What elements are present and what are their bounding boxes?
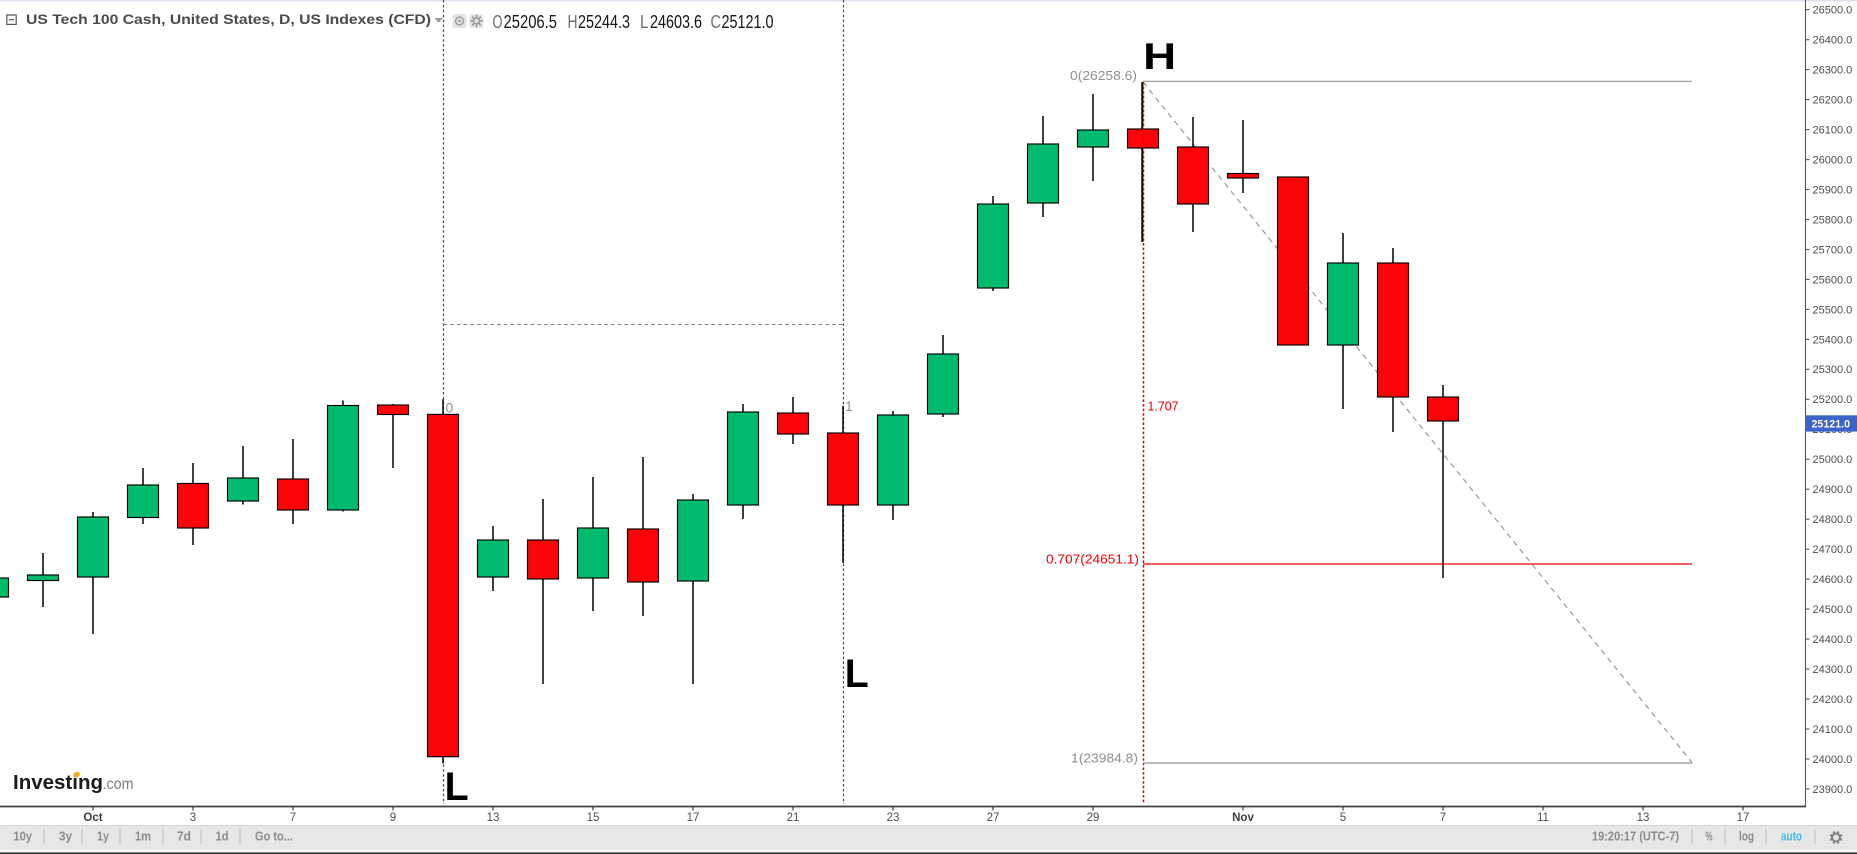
- svg-text:26200.0: 26200.0: [1813, 95, 1853, 107]
- svg-text:1.707: 1.707: [1148, 399, 1179, 414]
- svg-text:11: 11: [1537, 812, 1549, 824]
- svg-text:24603.6: 24603.6: [650, 11, 702, 32]
- svg-text:25121.0: 25121.0: [722, 11, 774, 32]
- svg-text:25244.3: 25244.3: [578, 11, 630, 32]
- svg-text:1y: 1y: [97, 830, 109, 844]
- svg-text:25206.5: 25206.5: [504, 11, 558, 32]
- svg-text:21: 21: [787, 812, 800, 824]
- svg-text:24000.0: 24000.0: [1813, 754, 1853, 766]
- svg-text:13: 13: [1637, 812, 1650, 824]
- svg-text:27: 27: [987, 812, 1000, 824]
- svg-text:24100.0: 24100.0: [1813, 724, 1853, 736]
- svg-text:26500.0: 26500.0: [1813, 5, 1853, 17]
- svg-text:26100.0: 26100.0: [1813, 125, 1853, 137]
- svg-text:0(26258.6): 0(26258.6): [1070, 68, 1137, 83]
- svg-text:25121.0: 25121.0: [1812, 419, 1851, 431]
- svg-text:29: 29: [1087, 812, 1100, 824]
- svg-text:24600.0: 24600.0: [1813, 574, 1853, 586]
- svg-text:25200.0: 25200.0: [1813, 394, 1853, 406]
- svg-text:%: %: [1706, 830, 1713, 844]
- svg-text:L: L: [845, 652, 869, 696]
- svg-text:3y: 3y: [59, 830, 72, 844]
- svg-text:C: C: [711, 11, 722, 32]
- svg-text:US Tech 100 Cash, United State: US Tech 100 Cash, United States, D, US I…: [26, 12, 431, 27]
- svg-text:24700.0: 24700.0: [1813, 544, 1853, 556]
- svg-text:26300.0: 26300.0: [1813, 65, 1853, 77]
- svg-text:Oct: Oct: [83, 812, 102, 824]
- svg-text:1m: 1m: [135, 830, 151, 844]
- svg-text:0.707(24651.1): 0.707(24651.1): [1046, 552, 1139, 567]
- svg-text:9: 9: [390, 812, 396, 824]
- svg-text:5: 5: [1340, 812, 1346, 824]
- svg-text:25400.0: 25400.0: [1813, 334, 1853, 346]
- svg-text:24500.0: 24500.0: [1813, 604, 1853, 616]
- svg-text:13: 13: [487, 812, 500, 824]
- svg-text:Nov: Nov: [1232, 812, 1254, 824]
- svg-text:24900.0: 24900.0: [1813, 484, 1853, 496]
- svg-text:17: 17: [1737, 812, 1750, 824]
- svg-text:17: 17: [687, 812, 700, 824]
- svg-text:7: 7: [290, 812, 296, 824]
- svg-text:3: 3: [190, 812, 196, 824]
- svg-text:26400.0: 26400.0: [1813, 35, 1853, 47]
- svg-text:Investıng: Investıng: [13, 771, 103, 794]
- svg-text:auto: auto: [1781, 830, 1802, 844]
- svg-text:19:20:17 (UTC-7): 19:20:17 (UTC-7): [1592, 830, 1679, 844]
- svg-text:25000.0: 25000.0: [1813, 454, 1853, 466]
- svg-text:25800.0: 25800.0: [1813, 214, 1853, 226]
- svg-text:23: 23: [887, 812, 900, 824]
- svg-text:24800.0: 24800.0: [1813, 514, 1853, 526]
- svg-text:1(23984.8): 1(23984.8): [1071, 751, 1138, 766]
- svg-text:24400.0: 24400.0: [1813, 634, 1853, 646]
- svg-text:15: 15: [587, 812, 600, 824]
- svg-text:.com: .com: [103, 776, 134, 793]
- svg-text:25600.0: 25600.0: [1813, 274, 1853, 286]
- svg-text:L: L: [640, 11, 649, 32]
- svg-text:23900.0: 23900.0: [1813, 784, 1853, 796]
- svg-text:H: H: [568, 11, 578, 32]
- svg-text:26000.0: 26000.0: [1813, 155, 1853, 167]
- svg-text:24300.0: 24300.0: [1813, 664, 1853, 676]
- svg-text:O: O: [493, 11, 503, 32]
- svg-text:0: 0: [446, 400, 454, 416]
- svg-text:7: 7: [1440, 812, 1446, 824]
- svg-text:10y: 10y: [13, 830, 32, 844]
- svg-text:25700.0: 25700.0: [1813, 244, 1853, 256]
- svg-text:L: L: [445, 765, 469, 809]
- svg-text:H: H: [1143, 36, 1176, 77]
- svg-text:25500.0: 25500.0: [1813, 304, 1853, 316]
- svg-text:1: 1: [845, 398, 853, 414]
- svg-text:log: log: [1739, 830, 1754, 844]
- svg-text:24200.0: 24200.0: [1813, 694, 1853, 706]
- svg-text:1d: 1d: [216, 830, 229, 844]
- svg-text:7d: 7d: [177, 830, 191, 844]
- svg-text:Go to...: Go to...: [255, 830, 293, 844]
- svg-text:25900.0: 25900.0: [1813, 184, 1853, 196]
- svg-text:25300.0: 25300.0: [1813, 364, 1853, 376]
